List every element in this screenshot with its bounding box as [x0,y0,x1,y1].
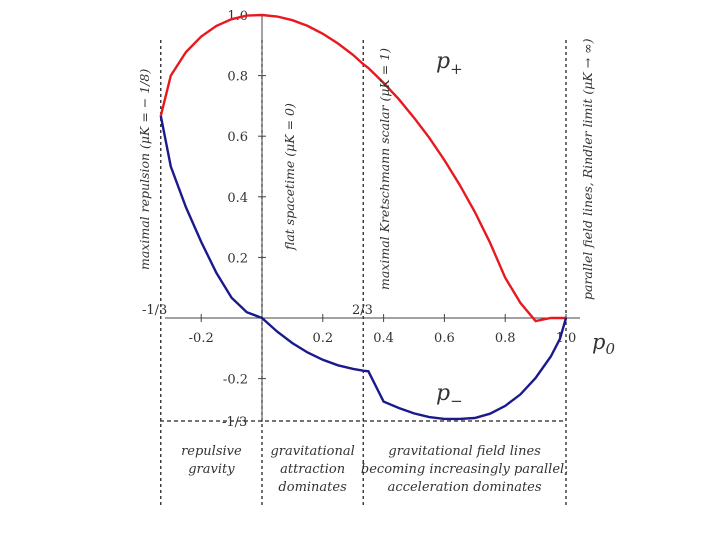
region-label-2: becoming increasingly parallel, [361,462,568,477]
x-tick-label: -0.2 [189,331,214,346]
tick-labels: -0.2 0.2 0.4 0.6 0.8 1.00.20.40.60.81.0-0.2 [189,9,577,388]
region-label-1: gravitational [270,444,354,459]
vertical-line-labels: maximal repulsion (μK = − 1/8) flat space… [137,38,595,300]
region-label-0: gravity [188,462,235,477]
series-line-p-plus [159,13,566,323]
x-tick-label: 0.4 [373,331,394,346]
y-tick-label: -0.2 [223,373,248,388]
region-label-2: acceleration dominates [388,480,542,495]
x-tick-label: 0.8 [495,331,516,346]
vertical-line-label-2: maximal Kretschmann scalar (μK = 1) [377,48,392,290]
tick-minus-one-third-x: -1/3 [142,303,167,318]
y-tick-label: 1.0 [227,9,248,24]
x-axis-label: p0 [592,330,615,358]
series [159,13,568,421]
vertical-reference-lines [160,40,567,505]
x-tick-label: 0.6 [434,331,455,346]
curve-label-p-minus: p− [436,381,463,410]
region-label-1: attraction [280,462,345,477]
y-tick-label: 0.2 [227,251,248,266]
y-tick-label: 0.6 [227,130,248,145]
special-ticks: -1/3 2/3 -1/3 [142,303,373,430]
axes [160,14,580,422]
vertical-line-label-1: flat spacetime (μK = 0) [282,103,297,251]
y-tick-label: 0.8 [227,70,248,85]
curve-label-p-plus: p+ [436,49,463,78]
x-tick-label: 0.2 [312,331,333,346]
y-tick-label: 0.4 [227,191,248,206]
region-labels: repulsive gravity gravitational attraction d… [181,444,568,495]
vertical-line-label-3: parallel field lines, Rindler limit (μK … [580,38,595,300]
vertical-line-label-0: maximal repulsion (μK = − 1/8) [137,69,152,270]
region-label-1: dominates [278,480,347,495]
series-line-p-minus [159,115,568,421]
region-label-2: gravitational field lines [388,444,541,459]
tick-two-thirds: 2/3 [352,303,373,318]
region-label-0: repulsive [181,444,242,459]
tick-minus-one-third-y: -1/3 [222,415,247,430]
